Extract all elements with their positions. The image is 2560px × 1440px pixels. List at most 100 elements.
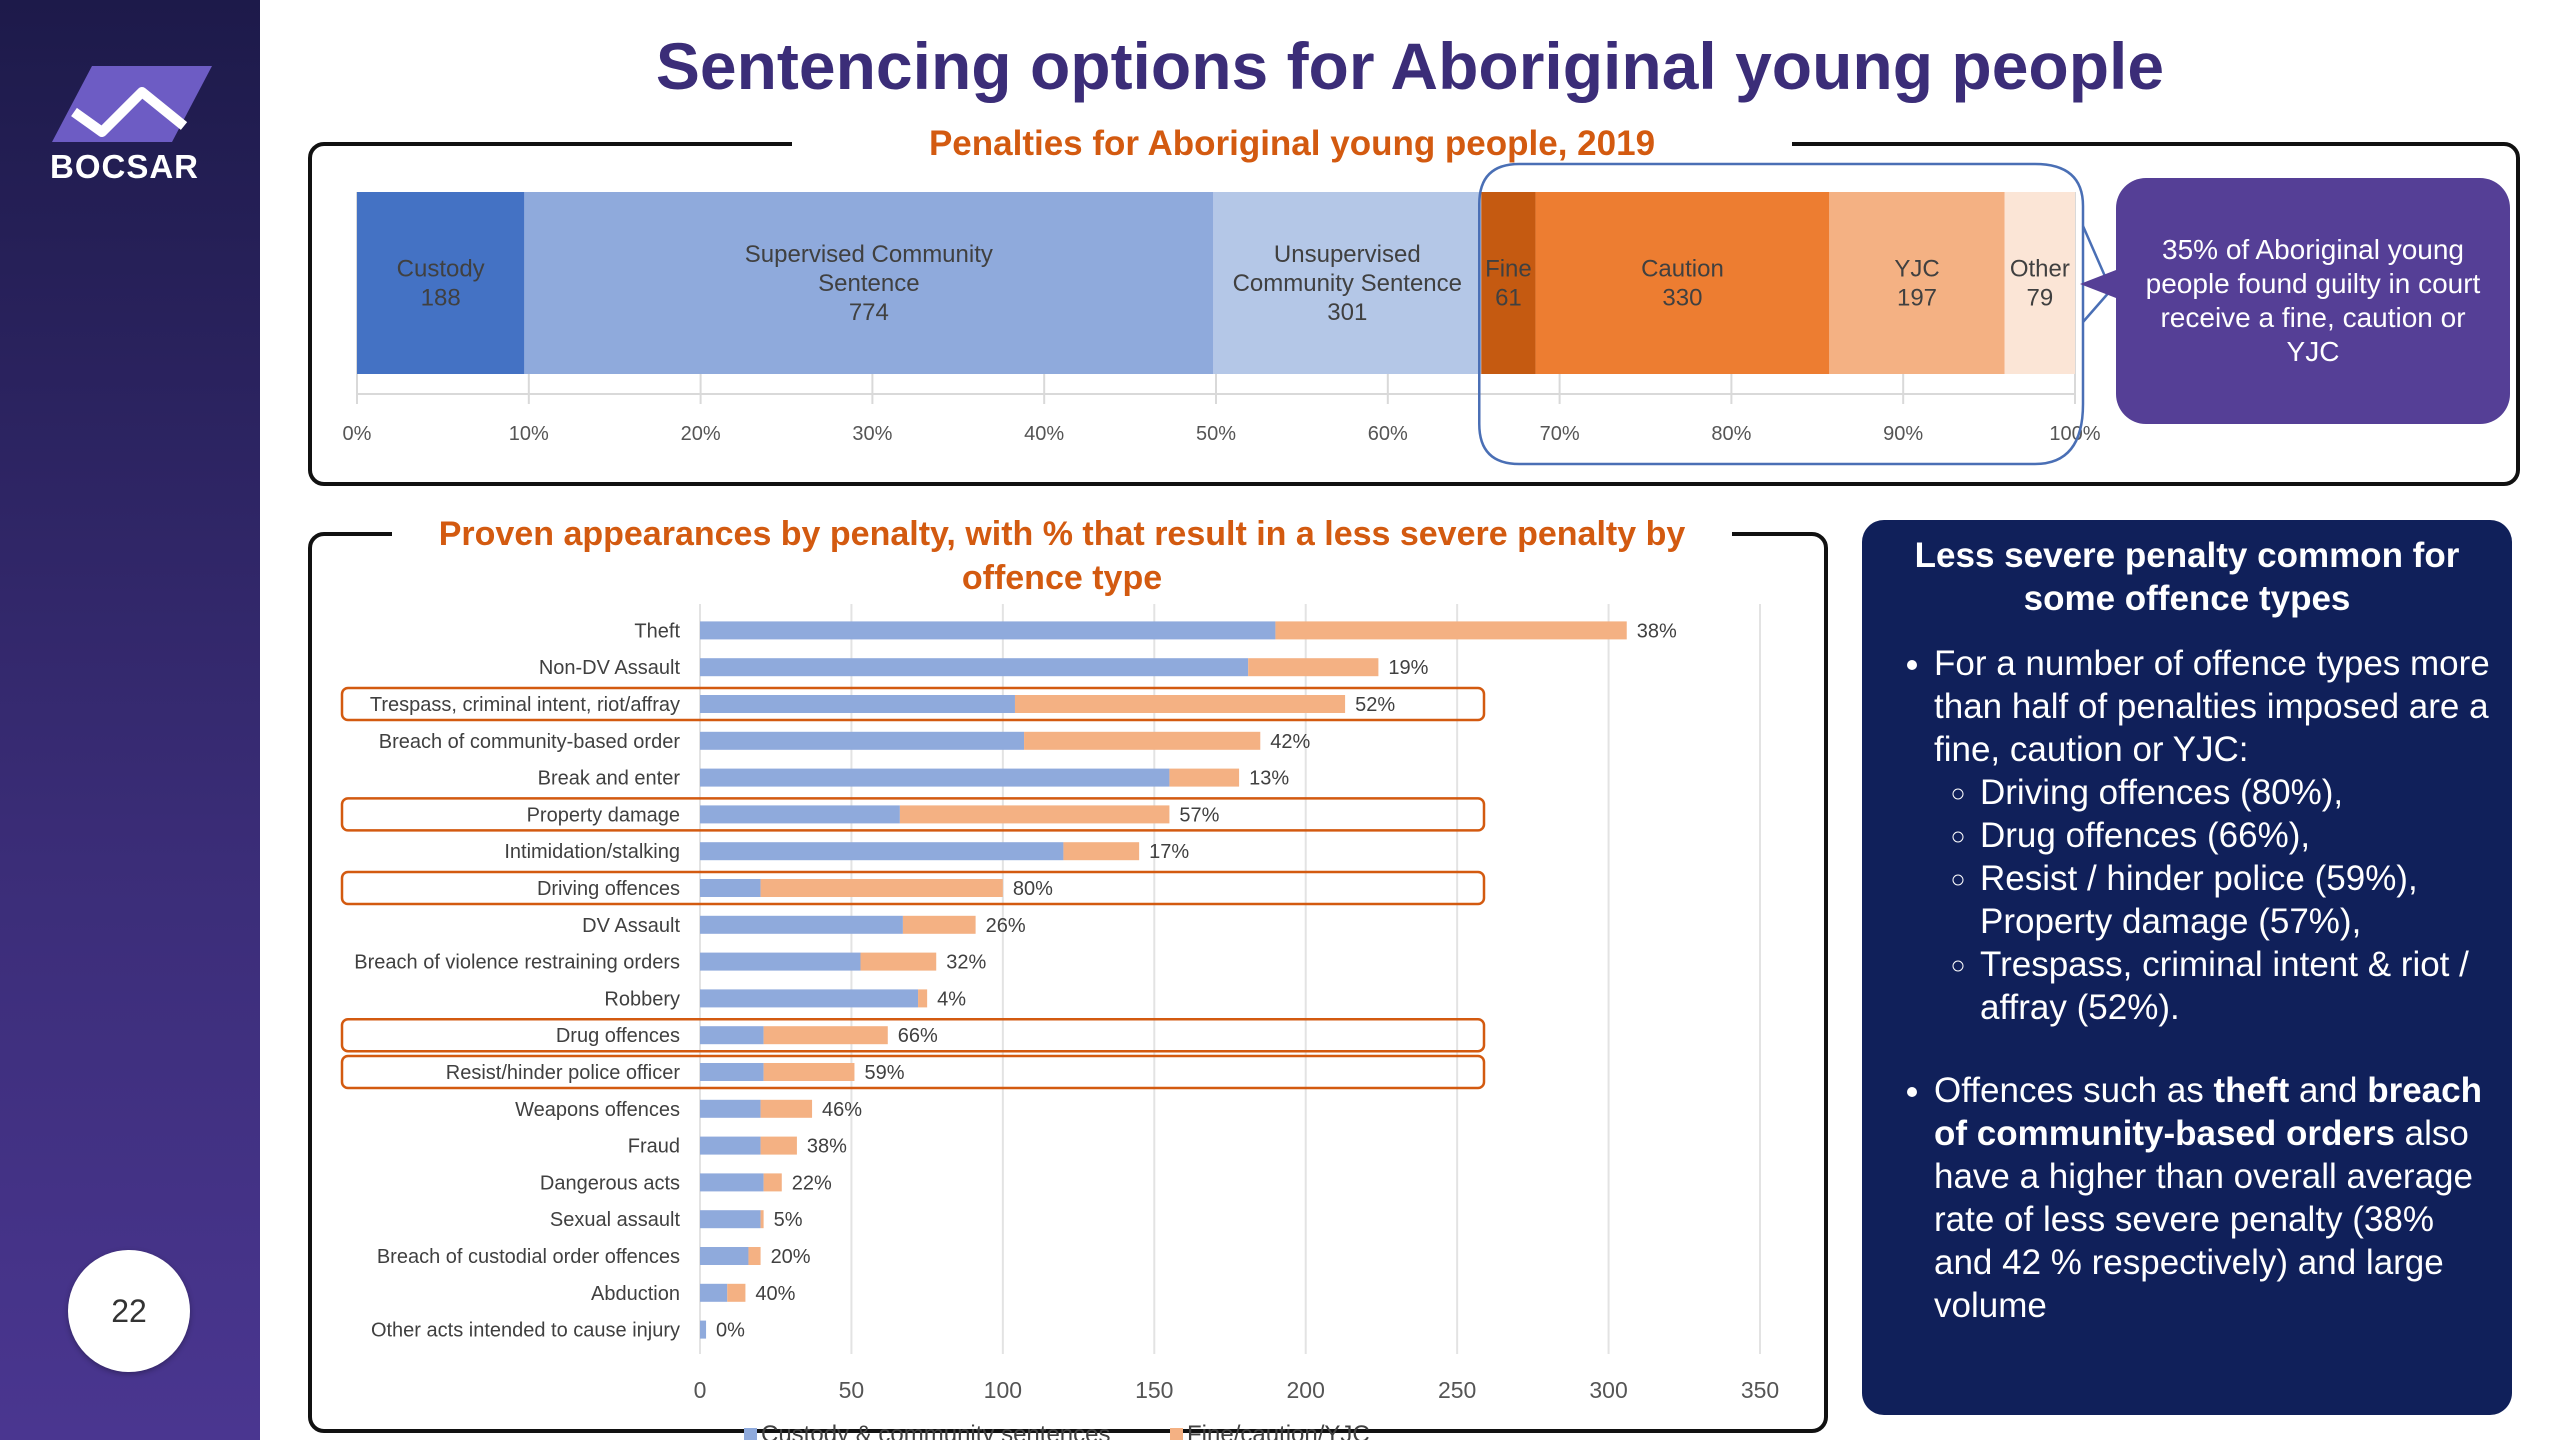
data-label: 26% [986, 915, 1026, 937]
bar-fine-caution-yjc [1014, 695, 1346, 713]
bar-custody-community [700, 1173, 764, 1192]
legend-label: Fine/caution/YJC [1187, 1421, 1370, 1440]
page-title: Sentencing options for Aboriginal young … [655, 29, 2165, 103]
insight-emphasis: breach of community-based orders [1934, 1071, 2482, 1153]
category-label: Dangerous acts [540, 1172, 680, 1194]
highlight-row [340, 686, 1486, 722]
segment-label-yjc: YJC 197 [1894, 256, 1939, 312]
data-label: 38% [1637, 620, 1677, 642]
insight-emphasis: theft [2213, 1071, 2290, 1110]
category-label: Breach of violence restraining orders [354, 952, 680, 974]
category-label: Break and enter [538, 768, 681, 790]
insight-text: and [2289, 1071, 2368, 1110]
data-label: 40% [755, 1283, 795, 1305]
bar-fine-caution-yjc [727, 1283, 746, 1302]
bar-fine-caution-yjc [763, 1173, 782, 1192]
category-label: Fraud [628, 1136, 680, 1158]
bar-custody-community [700, 879, 761, 897]
highlight-row [340, 1054, 1486, 1090]
bar-fine-caution-yjc [1063, 842, 1140, 861]
category-label: Theft [634, 620, 680, 642]
category-label: Resist/hinder police officer [446, 1062, 681, 1084]
bar-fine-caution-yjc [918, 989, 928, 1008]
sidebar: BOCSAR 22 [0, 0, 260, 1440]
logo-text: BOCSAR [50, 148, 200, 185]
segment-label-caution: Caution 330 [1641, 256, 1724, 312]
insight-text: Offences such as [1934, 1071, 2214, 1110]
bar-custody-community [700, 915, 903, 934]
insight-subitem: Trespass, criminal intent & riot / affra… [1980, 943, 2490, 1029]
top-chart-title: Penalties for Aboriginal young people, 2… [792, 112, 1792, 176]
data-label: 4% [937, 988, 966, 1010]
data-label: 57% [1179, 804, 1219, 826]
x-tick-label: 200 [1287, 1377, 1325, 1403]
bar-fine-caution-yjc [760, 1099, 813, 1118]
segment-label-custody: Custody 188 [397, 256, 485, 312]
data-label: 59% [864, 1062, 904, 1084]
callout-box: 35% of Aboriginal young people found gui… [2116, 178, 2510, 424]
insight-panel: Less severe penalty common for some offe… [1862, 520, 2512, 1415]
x-tick-label: 150 [1135, 1377, 1173, 1403]
insight-bullet-1: For a number of offence types more than … [1934, 642, 2490, 1029]
bar-custody-community [700, 952, 861, 971]
bar-custody-community [700, 1026, 764, 1045]
bottom-chart-title: Proven appearances by penalty, with % th… [392, 512, 1732, 600]
data-label: 17% [1149, 841, 1189, 863]
offence-type-bar-chart: 0 50 100 150 200 250 300 350 Theft 38% Non-DV Assa… [340, 604, 1779, 1440]
bar-custody-community [700, 731, 1025, 750]
x-tick-label: 90% [1883, 423, 1923, 445]
bar-segment-fine [1481, 192, 1536, 374]
x-tick-label: 50 [839, 1377, 865, 1403]
segment-label-other: Other 79 [2010, 256, 2070, 312]
data-label: 0% [716, 1320, 745, 1342]
category-label: Property damage [527, 804, 680, 826]
category-label: Driving offences [537, 878, 680, 900]
data-label: 13% [1249, 768, 1289, 790]
bar-fine-caution-yjc [1275, 621, 1627, 640]
bar-segment-other [2004, 192, 2075, 374]
bar-custody-community [700, 842, 1064, 861]
segment-label-fine: Fine 61 [1485, 256, 1532, 312]
insight-title: Less severe penalty common for some offe… [1914, 536, 2460, 618]
category-label: Abduction [591, 1283, 680, 1305]
insight-list: For a number of offence types more than … [1884, 642, 2490, 1327]
insight-text: also have a higher than overall average … [1934, 1114, 2473, 1325]
bar-fine-caution-yjc [763, 1026, 888, 1045]
bar-custody-community [700, 1136, 761, 1155]
x-tick-label: 300 [1589, 1377, 1627, 1403]
bar-fine-caution-yjc [1248, 658, 1379, 677]
category-label: Drug offences [556, 1025, 680, 1047]
x-tick-label: 20% [681, 423, 721, 445]
data-label: 66% [898, 1025, 938, 1047]
bar-custody-community [700, 695, 1015, 713]
bar-fine-caution-yjc [763, 1063, 855, 1081]
category-label: Sexual assault [550, 1209, 681, 1231]
segment-label-unsupervised-community-sentence: Unsupervised Community Sentence 301 [1233, 241, 1462, 326]
bar-custody-community [700, 621, 1276, 640]
x-tick-label: 0% [343, 423, 372, 445]
x-tick-label: 80% [1711, 423, 1751, 445]
bar-fine-caution-yjc [760, 1136, 797, 1155]
bar-segment-yjc [1829, 192, 2005, 374]
x-tick-label: 350 [1741, 1377, 1779, 1403]
category-label: DV Assault [582, 915, 680, 937]
bar-custody-community [700, 1247, 749, 1265]
bar-fine-caution-yjc [1024, 731, 1261, 750]
bar-custody-community [700, 1210, 761, 1229]
category-label: Breach of community-based order [379, 731, 681, 753]
category-label: Trespass, criminal intent, riot/affray [370, 694, 680, 716]
bar-custody-community [700, 768, 1170, 787]
bar-fine-caution-yjc [902, 915, 976, 934]
bar-fine-caution-yjc [760, 1210, 764, 1229]
x-tick-label: 10% [509, 423, 549, 445]
bar-fine-caution-yjc [860, 952, 937, 971]
bar-custody-community [700, 1063, 764, 1081]
bar-fine-caution-yjc [1169, 768, 1240, 787]
data-label: 52% [1355, 694, 1395, 716]
category-label: Other acts intended to cause injury [371, 1320, 680, 1342]
data-label: 5% [774, 1209, 803, 1231]
category-label: Weapons offences [515, 1099, 680, 1121]
category-label: Intimidation/stalking [504, 841, 680, 863]
penalties-stacked-bar-chart: 0% 10% 20% 30% 40% 50% 60% 70% 80% 90% 100% Custody… [343, 162, 2113, 466]
x-tick-label: 250 [1438, 1377, 1476, 1403]
